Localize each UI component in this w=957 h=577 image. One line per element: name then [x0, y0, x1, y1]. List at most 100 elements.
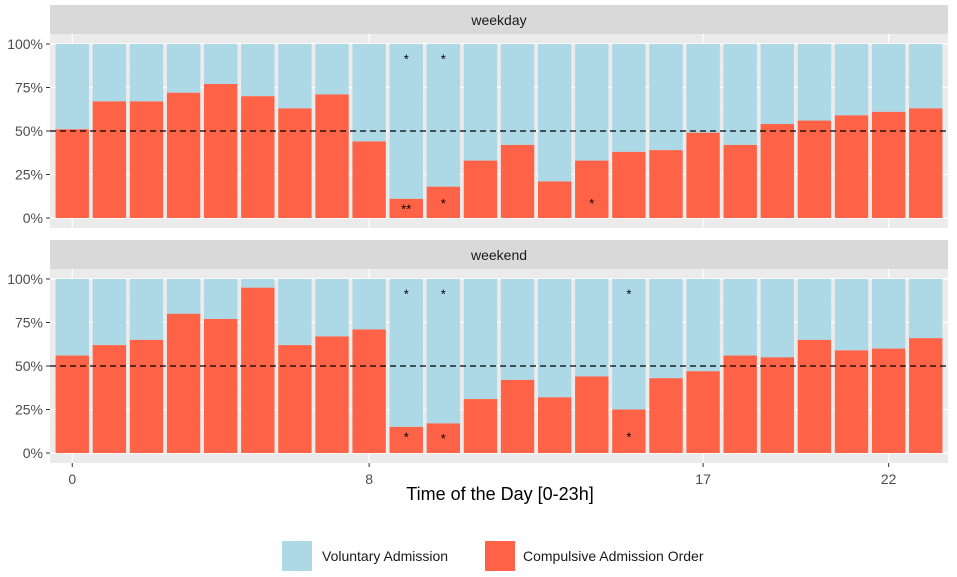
bar-voluntary-h13	[537, 279, 572, 398]
bar-compulsive-h18	[723, 144, 757, 218]
x-tick-label: 17	[695, 471, 711, 487]
bar-voluntary-h22	[871, 279, 906, 349]
bar-compulsive-h13	[537, 397, 572, 453]
x-axis-title: Time of the Day [0-23h]	[406, 484, 593, 504]
bar-voluntary-h19	[760, 279, 795, 358]
bar-voluntary-h0	[55, 44, 89, 130]
bar-voluntary-h22	[871, 44, 906, 112]
bar-compulsive-h16	[649, 378, 683, 453]
bar-voluntary-h8	[352, 44, 386, 142]
bar-voluntary-h21	[834, 279, 869, 351]
bar-compulsive-h19	[760, 357, 795, 453]
bar-compulsive-h15	[612, 151, 646, 218]
bar-compulsive-h7	[315, 94, 349, 218]
bar-voluntary-h20	[797, 279, 832, 340]
significance-marker: *	[404, 287, 409, 302]
bar-voluntary-h7	[315, 44, 349, 95]
bar-voluntary-h4	[203, 279, 238, 320]
bar-compulsive-h9	[389, 426, 423, 453]
bar-compulsive-h16	[649, 150, 683, 218]
y-tick-label: 25%	[15, 167, 43, 183]
panel-strip-label: weekday	[470, 12, 526, 28]
y-tick-label: 100%	[7, 36, 43, 52]
bar-voluntary-h9	[389, 279, 423, 427]
panel-strip	[50, 240, 948, 269]
bar-voluntary-h0	[55, 279, 89, 356]
bar-voluntary-h15	[612, 279, 646, 410]
bar-compulsive-h14	[575, 376, 609, 453]
bar-voluntary-h1	[92, 279, 127, 346]
legend: Voluntary Admission Compulsive Admission …	[282, 541, 704, 571]
bar-compulsive-h10	[426, 423, 461, 453]
bar-voluntary-h6	[278, 44, 312, 109]
significance-marker: *	[404, 429, 409, 444]
bar-compulsive-h1	[92, 101, 127, 218]
bar-compulsive-h2	[129, 101, 164, 218]
bar-voluntary-h7	[315, 279, 349, 337]
bar-compulsive-h3	[166, 313, 201, 453]
legend-label-voluntary: Voluntary Admission	[322, 548, 448, 564]
bar-voluntary-h10	[426, 44, 461, 187]
bar-compulsive-h9	[389, 198, 423, 218]
y-tick-label: 50%	[15, 358, 43, 374]
panel-weekend: weekend 0% 25% 50% 75% 100% * * * * * *	[7, 240, 948, 463]
bar-compulsive-h0	[55, 129, 89, 218]
significance-marker: *	[404, 52, 409, 67]
y-tick-label: 75%	[15, 80, 43, 96]
bar-voluntary-h20	[797, 44, 832, 121]
bar-compulsive-h12	[500, 144, 535, 218]
bar-voluntary-h1	[92, 44, 127, 102]
significance-marker: *	[441, 431, 446, 446]
x-tick-label: 22	[881, 471, 897, 487]
bar-voluntary-h16	[649, 44, 683, 151]
bar-compulsive-h4	[203, 319, 238, 453]
bar-voluntary-h2	[129, 279, 164, 340]
bar-voluntary-h12	[500, 279, 535, 380]
bar-compulsive-h22	[871, 111, 906, 218]
significance-marker: *	[441, 287, 446, 302]
bar-compulsive-h17	[686, 132, 720, 218]
panel-strip	[50, 5, 948, 34]
bar-compulsive-h21	[834, 115, 869, 218]
y-tick-label: 75%	[15, 315, 43, 331]
bar-compulsive-h15	[612, 409, 646, 453]
significance-marker: *	[441, 196, 446, 211]
bar-voluntary-h4	[203, 44, 238, 85]
bar-compulsive-h5	[241, 287, 275, 453]
bar-voluntary-h10	[426, 279, 461, 424]
bar-compulsive-h13	[537, 181, 572, 218]
bar-compulsive-h20	[797, 339, 832, 453]
y-tick-label: 50%	[15, 123, 43, 139]
bar-compulsive-h17	[686, 371, 720, 453]
bar-compulsive-h22	[871, 348, 906, 453]
x-axis: 0 8 17 22	[68, 463, 897, 487]
bar-voluntary-h3	[166, 279, 201, 314]
bar-compulsive-h6	[278, 108, 312, 218]
bar-compulsive-h5	[241, 96, 275, 218]
bar-voluntary-h18	[723, 44, 757, 145]
bar-compulsive-h8	[352, 141, 386, 218]
bar-compulsive-h2	[129, 339, 164, 453]
bar-voluntary-h11	[463, 279, 498, 400]
bar-voluntary-h6	[278, 279, 312, 346]
legend-label-compulsive: Compulsive Admission Order	[523, 548, 704, 564]
bar-voluntary-h11	[463, 44, 498, 161]
bar-compulsive-h7	[315, 336, 349, 453]
bar-compulsive-h12	[500, 379, 535, 453]
y-tick-label: 0%	[23, 445, 43, 461]
y-tick-label: 25%	[15, 402, 43, 418]
bar-voluntary-h17	[686, 279, 720, 372]
bar-voluntary-h14	[575, 44, 609, 161]
significance-marker: **	[401, 201, 411, 216]
bar-voluntary-h19	[760, 44, 795, 125]
bar-compulsive-h0	[55, 355, 89, 453]
bar-voluntary-h17	[686, 44, 720, 133]
bar-voluntary-h5	[241, 44, 275, 97]
significance-marker: *	[626, 429, 631, 444]
y-tick-label: 100%	[7, 271, 43, 287]
significance-marker: *	[441, 52, 446, 67]
bar-compulsive-h11	[463, 160, 498, 218]
bar-compulsive-h4	[203, 84, 238, 219]
